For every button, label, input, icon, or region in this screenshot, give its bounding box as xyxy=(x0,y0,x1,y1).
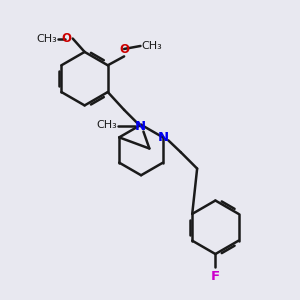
Text: CH₃: CH₃ xyxy=(36,34,57,44)
Text: N: N xyxy=(158,131,169,144)
Text: O: O xyxy=(61,32,71,45)
Text: CH₃: CH₃ xyxy=(141,41,162,51)
Text: F: F xyxy=(211,270,220,284)
Text: O: O xyxy=(119,43,129,56)
Text: CH₃: CH₃ xyxy=(96,120,117,130)
Text: N: N xyxy=(135,120,146,133)
